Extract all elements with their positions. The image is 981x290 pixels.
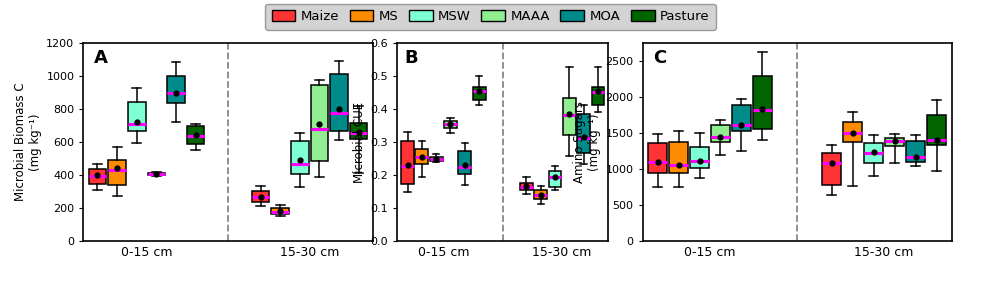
PathPatch shape	[844, 122, 862, 142]
PathPatch shape	[430, 157, 442, 160]
Y-axis label: Microbial CUE: Microbial CUE	[353, 102, 366, 183]
PathPatch shape	[331, 75, 348, 131]
PathPatch shape	[822, 153, 841, 185]
PathPatch shape	[690, 147, 709, 168]
PathPatch shape	[128, 102, 145, 131]
PathPatch shape	[473, 87, 486, 100]
PathPatch shape	[416, 149, 429, 164]
PathPatch shape	[252, 191, 270, 202]
PathPatch shape	[186, 126, 204, 144]
PathPatch shape	[350, 123, 368, 139]
PathPatch shape	[458, 151, 471, 174]
PathPatch shape	[291, 141, 309, 174]
PathPatch shape	[732, 105, 750, 131]
PathPatch shape	[927, 115, 946, 145]
PathPatch shape	[669, 142, 688, 173]
PathPatch shape	[906, 141, 925, 162]
PathPatch shape	[577, 113, 590, 153]
PathPatch shape	[711, 125, 730, 142]
PathPatch shape	[272, 208, 289, 214]
Text: A: A	[93, 49, 107, 67]
Text: B: B	[405, 49, 418, 67]
Text: C: C	[653, 49, 667, 67]
PathPatch shape	[311, 85, 329, 160]
PathPatch shape	[864, 143, 883, 163]
PathPatch shape	[535, 191, 547, 199]
PathPatch shape	[147, 173, 165, 175]
PathPatch shape	[108, 160, 126, 185]
PathPatch shape	[592, 87, 604, 105]
PathPatch shape	[444, 122, 457, 128]
PathPatch shape	[88, 169, 106, 184]
Y-axis label: Amino Sugars
(mg kg⁻¹): Amino Sugars (mg kg⁻¹)	[573, 101, 601, 183]
PathPatch shape	[648, 143, 667, 173]
PathPatch shape	[520, 183, 533, 191]
PathPatch shape	[563, 98, 576, 135]
PathPatch shape	[753, 76, 772, 129]
PathPatch shape	[401, 142, 414, 184]
Legend: Maize, MS, MSW, MAAA, MOA, Pasture: Maize, MS, MSW, MAAA, MOA, Pasture	[265, 4, 716, 30]
PathPatch shape	[548, 171, 561, 187]
PathPatch shape	[167, 76, 184, 103]
PathPatch shape	[885, 138, 904, 146]
Y-axis label: Microbial Biomass C
(mg kg⁻¹): Microbial Biomass C (mg kg⁻¹)	[14, 83, 42, 202]
